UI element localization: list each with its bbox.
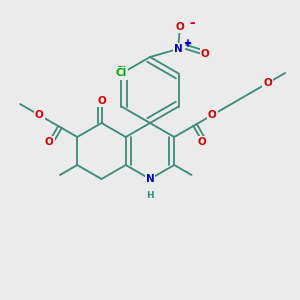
Text: O: O xyxy=(45,136,54,147)
Text: O: O xyxy=(45,136,54,147)
Text: O: O xyxy=(208,110,217,120)
Text: O: O xyxy=(208,110,217,120)
Text: Cl: Cl xyxy=(116,68,127,79)
Text: O: O xyxy=(35,110,44,120)
Text: O: O xyxy=(97,96,106,106)
Text: O: O xyxy=(176,22,184,32)
Text: +: + xyxy=(184,38,192,48)
Text: O: O xyxy=(176,22,184,32)
Text: O: O xyxy=(201,49,209,59)
Text: +: + xyxy=(184,39,192,49)
Text: H: H xyxy=(146,190,154,200)
Text: O: O xyxy=(263,78,272,88)
Text: O: O xyxy=(201,49,209,59)
Text: O: O xyxy=(35,110,44,120)
Text: N: N xyxy=(146,174,154,184)
Text: Cl: Cl xyxy=(116,67,127,76)
Text: N: N xyxy=(174,44,182,54)
Text: -: - xyxy=(189,16,195,29)
Text: O: O xyxy=(198,136,207,147)
Text: O: O xyxy=(97,96,106,106)
Text: O: O xyxy=(263,78,272,88)
Text: N: N xyxy=(146,174,154,184)
Text: N: N xyxy=(174,44,182,54)
Text: O: O xyxy=(198,136,207,147)
Text: H: H xyxy=(146,190,154,200)
Text: -: - xyxy=(190,17,194,31)
